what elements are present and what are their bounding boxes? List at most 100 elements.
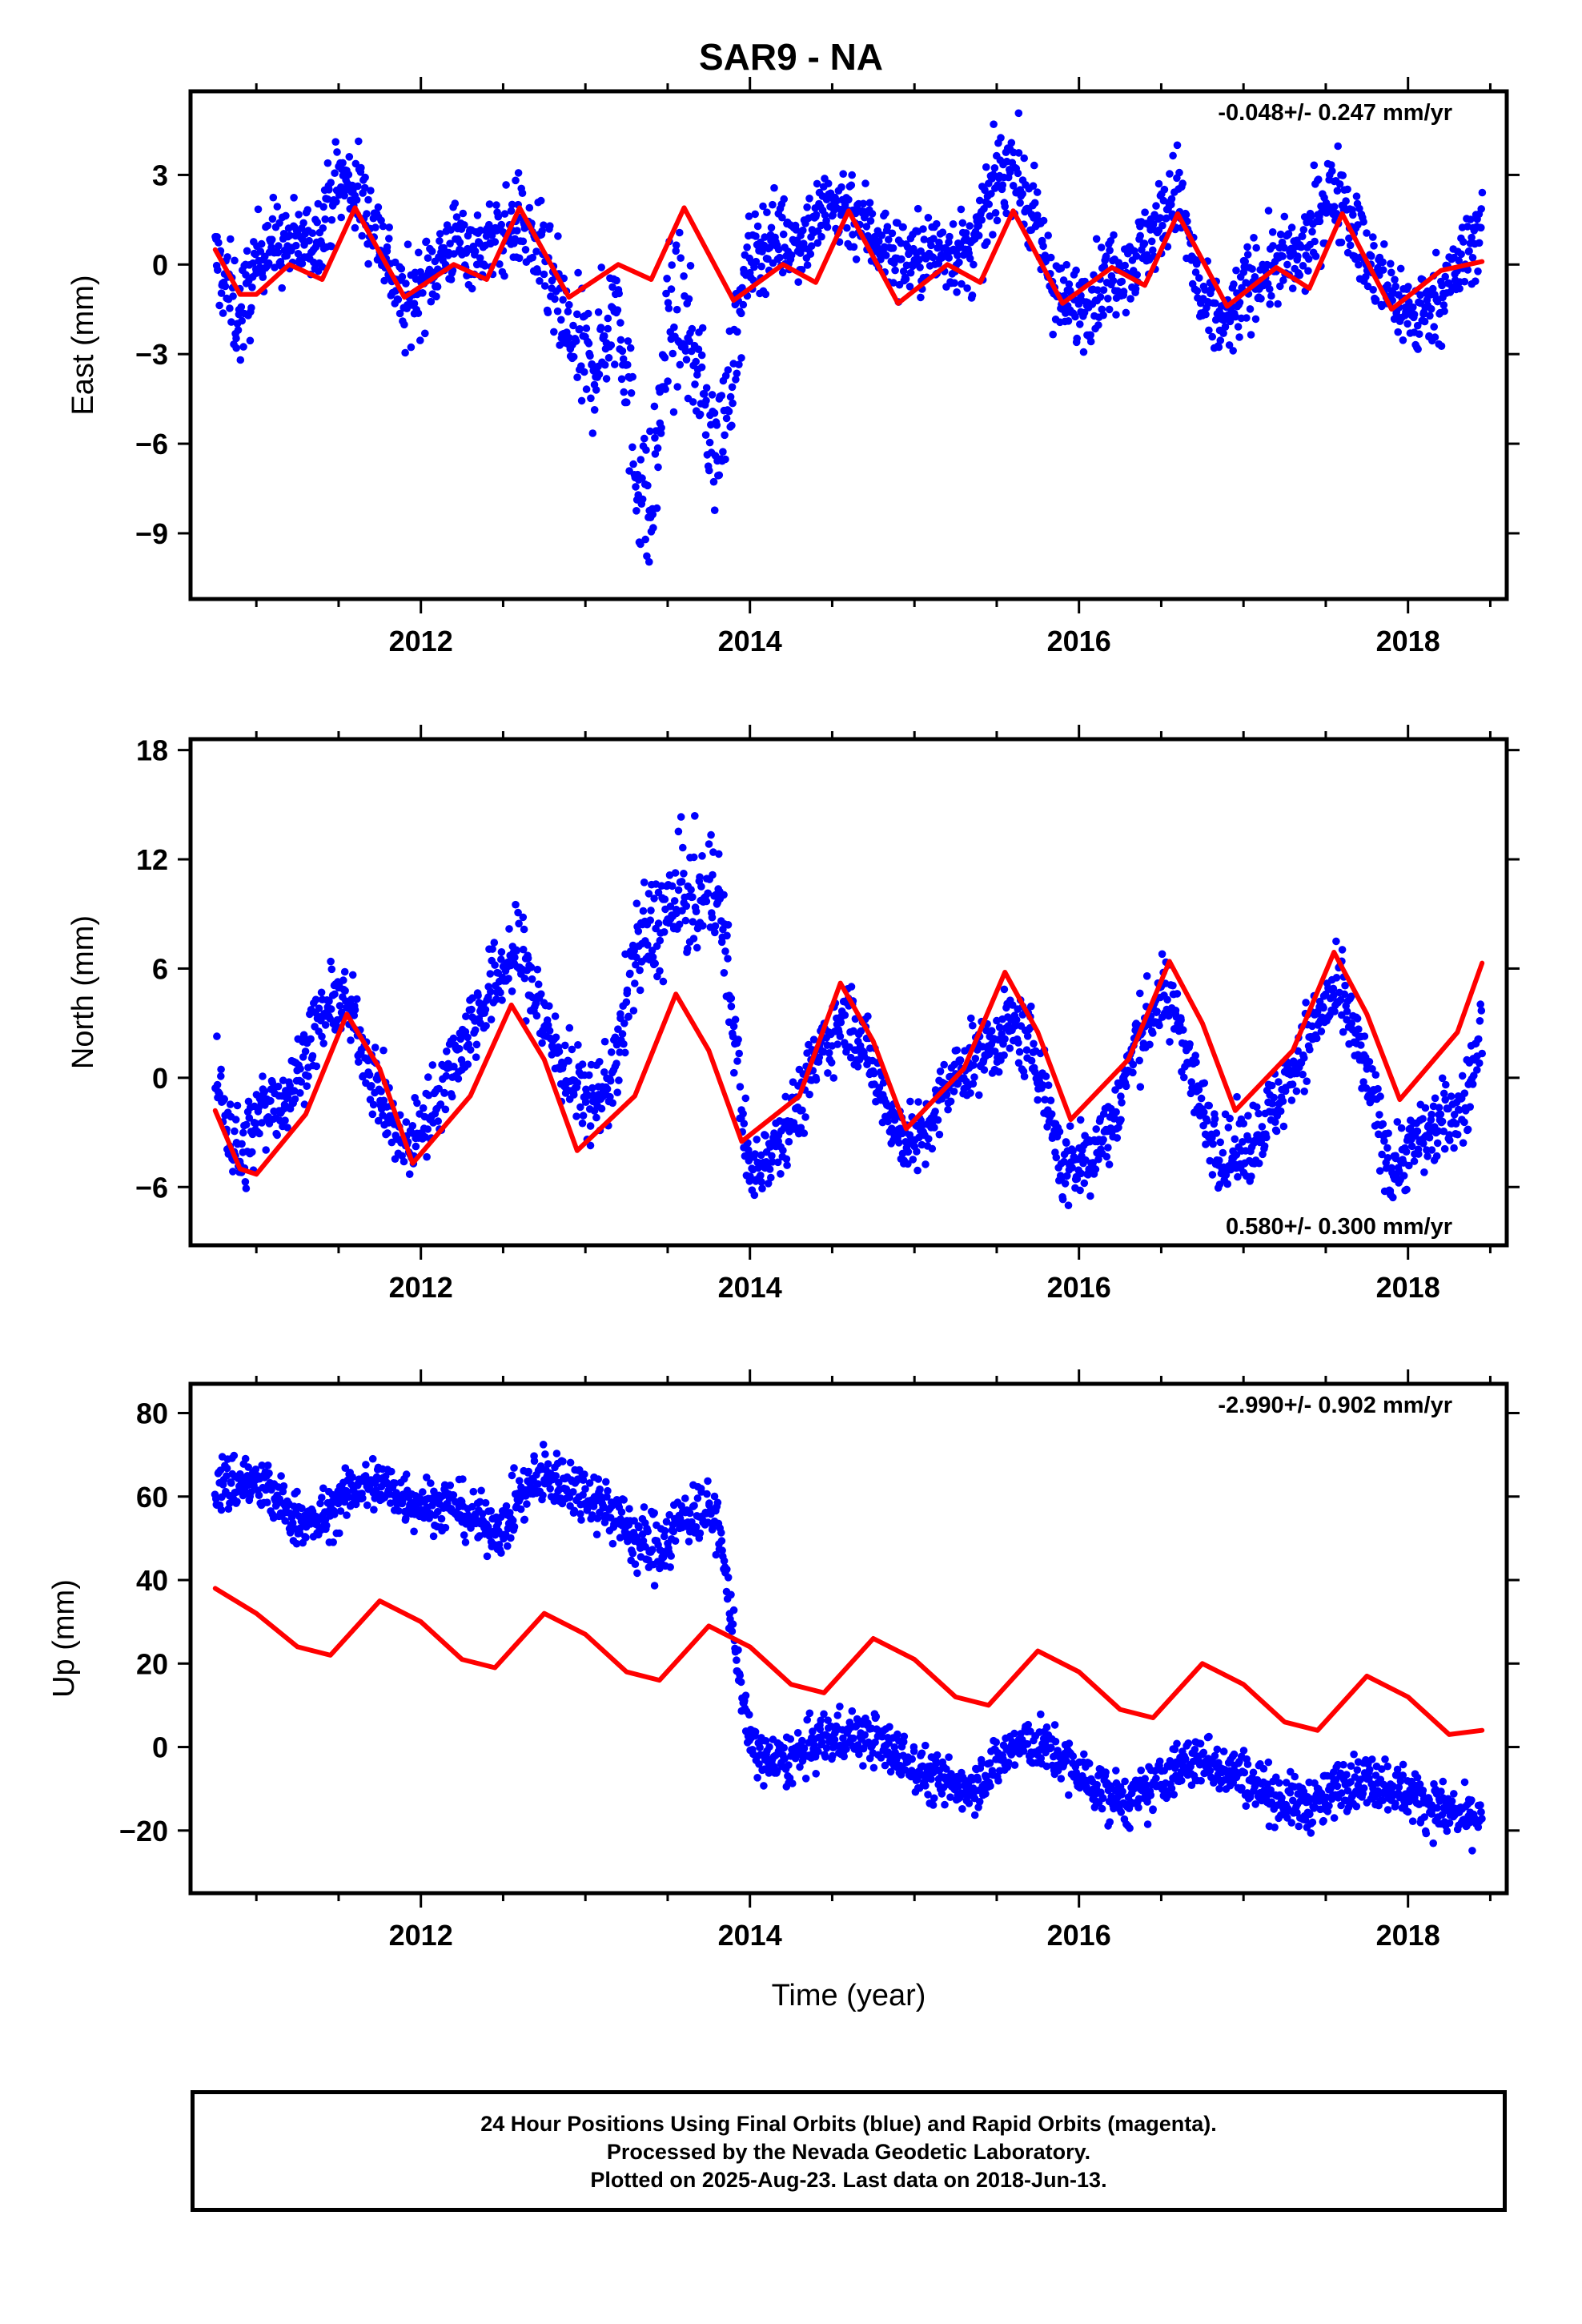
data-point	[1338, 946, 1347, 954]
data-point	[604, 1486, 612, 1495]
data-point	[1340, 990, 1349, 999]
data-point	[259, 273, 267, 282]
data-point	[279, 1482, 288, 1490]
data-point	[918, 1762, 927, 1771]
data-point	[1360, 1032, 1369, 1040]
data-point	[881, 1761, 889, 1770]
data-point	[573, 310, 581, 319]
data-point	[917, 293, 925, 302]
data-point	[274, 1082, 283, 1091]
data-point	[1440, 1144, 1449, 1153]
data-point	[246, 336, 255, 345]
data-point	[327, 965, 336, 974]
data-point	[259, 1072, 267, 1080]
data-point	[586, 352, 594, 360]
data-point	[596, 1058, 604, 1066]
data-point	[670, 323, 678, 332]
data-point	[840, 1752, 848, 1761]
data-point	[506, 1509, 514, 1517]
data-point	[1055, 1128, 1064, 1136]
model-fit-line	[212, 205, 1485, 312]
data-point	[1153, 1007, 1161, 1015]
data-point	[968, 292, 977, 300]
data-point	[518, 189, 527, 197]
data-point	[1092, 1125, 1100, 1133]
data-point	[231, 256, 239, 265]
data-point	[1419, 1115, 1427, 1123]
data-point	[1477, 223, 1485, 232]
data-point	[1175, 168, 1183, 177]
data-point	[821, 211, 829, 219]
data-point	[486, 970, 495, 978]
data-point	[387, 1467, 396, 1476]
data-point	[1268, 228, 1277, 236]
data-point	[1117, 1116, 1125, 1124]
data-point	[633, 1569, 641, 1578]
data-point	[650, 402, 659, 411]
data-point	[232, 344, 241, 352]
y-tick-label: −6	[135, 1171, 168, 1204]
data-point	[1355, 260, 1363, 269]
data-point	[433, 283, 442, 291]
data-point	[273, 203, 282, 211]
data-point	[640, 879, 648, 887]
data-point	[618, 1030, 627, 1038]
data-point	[1165, 1011, 1173, 1020]
data-point	[803, 1715, 811, 1724]
data-point	[466, 1046, 475, 1054]
data-point	[839, 1734, 847, 1743]
data-point	[1014, 169, 1022, 178]
data-point	[897, 255, 905, 263]
data-point	[568, 1045, 576, 1054]
data-point	[1287, 1096, 1296, 1104]
data-point	[1250, 234, 1258, 242]
data-point	[1106, 246, 1114, 255]
data-point	[313, 218, 322, 227]
data-point	[761, 1737, 770, 1745]
data-point	[582, 385, 591, 393]
data-point	[243, 247, 251, 255]
data-point	[469, 1487, 478, 1496]
data-point	[673, 305, 681, 314]
data-point	[459, 1475, 467, 1483]
data-point	[1332, 974, 1341, 982]
data-point	[994, 1068, 1003, 1076]
data-point	[969, 1021, 977, 1030]
data-point	[599, 1502, 608, 1510]
data-point	[955, 258, 963, 267]
data-point	[520, 1515, 529, 1524]
data-point	[685, 337, 693, 346]
data-point	[1276, 230, 1285, 239]
data-point	[260, 1088, 269, 1096]
data-point	[731, 1015, 740, 1023]
data-point	[1042, 1072, 1050, 1080]
data-point	[793, 1729, 802, 1737]
data-point	[761, 290, 770, 299]
data-point	[1425, 1133, 1434, 1142]
data-point	[588, 429, 597, 437]
data-point	[629, 460, 637, 468]
data-point	[579, 1476, 588, 1484]
data-point	[1105, 1160, 1114, 1168]
data-point	[497, 1549, 505, 1557]
data-point	[1431, 248, 1440, 257]
data-point	[1000, 1051, 1008, 1059]
data-point	[1211, 1115, 1219, 1124]
data-point	[1391, 282, 1399, 291]
data-point	[958, 219, 967, 227]
data-point	[592, 386, 600, 394]
data-point	[344, 171, 353, 179]
data-point	[664, 299, 673, 307]
data-point	[1345, 234, 1353, 243]
data-point	[464, 1033, 472, 1042]
data-point	[1330, 203, 1339, 211]
data-point	[603, 1493, 611, 1501]
data-point	[1149, 220, 1158, 229]
data-point	[1212, 1129, 1221, 1137]
data-point	[304, 1072, 312, 1080]
data-point	[1203, 1116, 1211, 1125]
data-point	[541, 1450, 549, 1458]
data-point	[400, 1157, 408, 1166]
data-point	[608, 1099, 616, 1108]
data-point	[402, 1514, 410, 1522]
